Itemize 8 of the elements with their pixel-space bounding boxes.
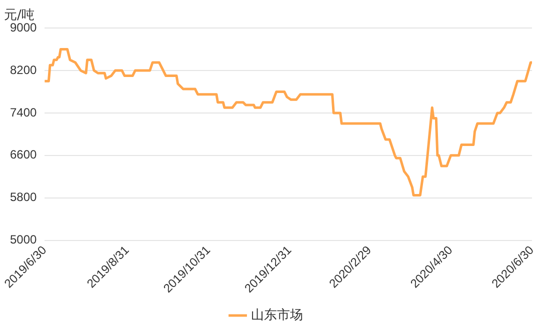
- y-tick-label: 6600: [10, 148, 38, 162]
- y-axis-title: 元/吨: [4, 8, 34, 23]
- y-tick-label: 5000: [10, 232, 38, 247]
- y-tick-label: 7400: [10, 105, 38, 120]
- legend-label: 山东市场: [250, 308, 303, 323]
- y-tick-label: 5800: [10, 190, 38, 204]
- y-tick-label: 9000: [10, 20, 38, 34]
- y-tick-label: 8200: [10, 62, 38, 77]
